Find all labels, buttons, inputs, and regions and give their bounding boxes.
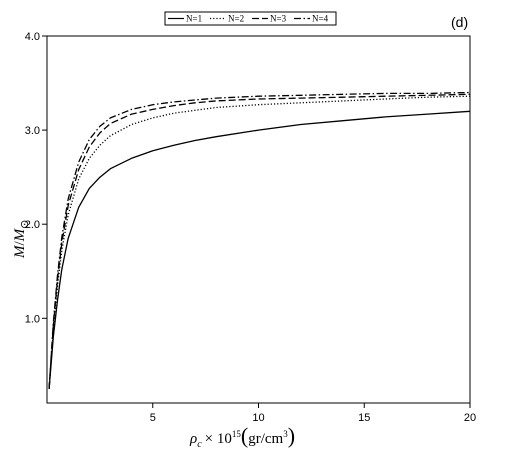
- x-label-sub: c: [197, 439, 202, 450]
- legend-box: [164, 11, 337, 26]
- x-label-units-exp: 3: [283, 429, 288, 439]
- series-line-4: [48, 91, 471, 389]
- x-label-exp: 15: [232, 429, 242, 439]
- x-label-units: gr/cm: [248, 431, 283, 447]
- legend-label-3: N=3: [270, 14, 287, 24]
- y-tick-label: 4.0: [25, 31, 40, 43]
- y-axis-label: M/M⊙: [12, 220, 31, 259]
- x-tick-label: 10: [252, 412, 264, 424]
- legend-label-1: N=1: [186, 14, 202, 24]
- x-axis: 5 10 15 20: [150, 403, 476, 424]
- legend: N=1 N=2 N=3 N=4: [164, 11, 337, 26]
- legend-label-4: N=4: [312, 14, 329, 24]
- x-axis-label: ρc × 1015(gr/cm3): [189, 423, 295, 450]
- series-line-2: [48, 95, 471, 389]
- y-tick-label: 1.0: [25, 313, 40, 325]
- x-label-close: ): [288, 423, 295, 448]
- y-axis: 1.0 2.0 3.0 4.0: [25, 31, 47, 325]
- series-line-1: [48, 110, 471, 389]
- x-label-times: × 10: [205, 431, 232, 447]
- series-layer: [48, 91, 471, 389]
- x-label-open: (: [241, 423, 248, 448]
- x-tick-label: 20: [464, 412, 476, 424]
- x-tick-label: 5: [150, 412, 156, 424]
- y-label-slash: /: [12, 241, 28, 246]
- x-label-rho: ρ: [189, 431, 197, 447]
- legend-label-2: N=2: [228, 14, 244, 24]
- y-label-den-sub: ⊙: [19, 220, 31, 229]
- x-tick-label: 15: [358, 412, 370, 424]
- plot-frame: [46, 35, 471, 404]
- panel-label: (d): [451, 14, 468, 30]
- y-label-den: M: [12, 227, 28, 242]
- y-tick-label: 3.0: [25, 125, 40, 137]
- series-line-3: [48, 93, 471, 389]
- y-tick-label: 2.0: [25, 219, 40, 231]
- y-label-num: M: [12, 244, 28, 259]
